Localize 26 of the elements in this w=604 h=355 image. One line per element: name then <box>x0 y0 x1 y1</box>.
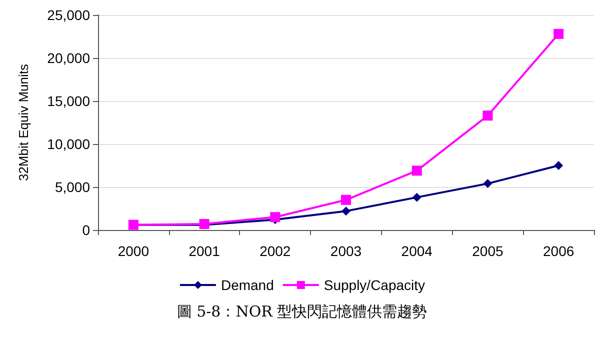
point <box>482 110 493 121</box>
point <box>270 212 280 222</box>
y-tick-label: 20,000 <box>47 50 90 66</box>
point <box>412 166 422 176</box>
y-axis-title: 32Mbit Equiv Munits <box>16 63 31 182</box>
legend-label: Supply/Capacity <box>324 277 426 293</box>
y-tick-label: 10,000 <box>47 136 90 152</box>
x-tick-label: 2005 <box>472 243 504 259</box>
y-tick-label: 15,000 <box>47 93 90 109</box>
point <box>341 194 351 205</box>
point <box>342 206 350 216</box>
y-tick-label: 5,000 <box>54 179 90 195</box>
legend-label: Demand <box>220 277 274 293</box>
x-tick-label: 2002 <box>260 243 291 259</box>
x-tick-label: 2003 <box>330 243 362 259</box>
point <box>412 192 422 202</box>
point <box>483 179 492 188</box>
point <box>554 28 564 39</box>
x-tick-label: 2001 <box>188 243 220 259</box>
y-tick-label: 0 <box>82 222 90 238</box>
caption: 圖 5-8：NOR 型快閃記憶體供需趨勢 <box>176 302 428 320</box>
point <box>554 161 564 170</box>
x-tick-label: 2000 <box>118 243 150 259</box>
x-tick-label: 2004 <box>401 243 433 259</box>
y-tick-label: 25,000 <box>47 7 90 23</box>
x-tick-label: 2006 <box>542 243 574 259</box>
